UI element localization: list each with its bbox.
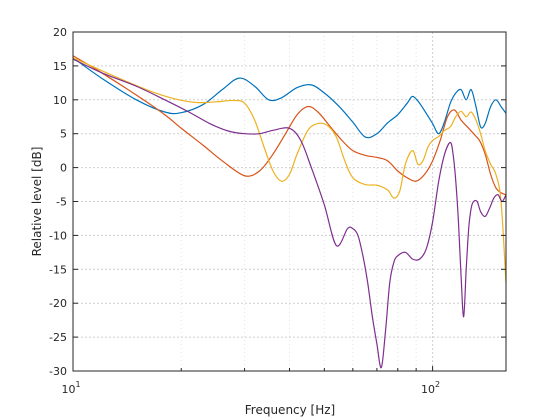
y-tick-label: 20 (53, 26, 67, 39)
y-tick-label: -15 (49, 263, 67, 276)
y-tick-label: -30 (49, 365, 67, 378)
x-axis-label: Frequency [Hz] (245, 403, 336, 417)
axis-ticks (72, 31, 506, 372)
x-tick-label: 102 (421, 380, 440, 396)
series-line-2 (73, 55, 506, 196)
y-tick-label: 0 (60, 162, 67, 175)
series-lines (73, 55, 506, 369)
series-line-1 (73, 57, 506, 139)
y-tick-label: -5 (56, 196, 67, 209)
y-tick-label: 10 (53, 94, 67, 107)
x-tick-label: 101 (61, 380, 80, 396)
y-tick-label: -10 (49, 229, 67, 242)
series-line-3 (73, 57, 506, 283)
y-axis-label: Relative level [dB] (30, 147, 44, 257)
y-tick-label: 15 (53, 60, 67, 73)
series-line-4 (73, 58, 506, 369)
y-tick-label: -25 (49, 331, 67, 344)
y-tick-labels: -30 -25 -20 -15 -10 -5 0 5 10 15 20 (49, 26, 67, 378)
x-tick-labels: 101 102 (61, 380, 440, 396)
y-tick-label: 5 (60, 128, 67, 141)
y-tick-label: -20 (49, 297, 67, 310)
